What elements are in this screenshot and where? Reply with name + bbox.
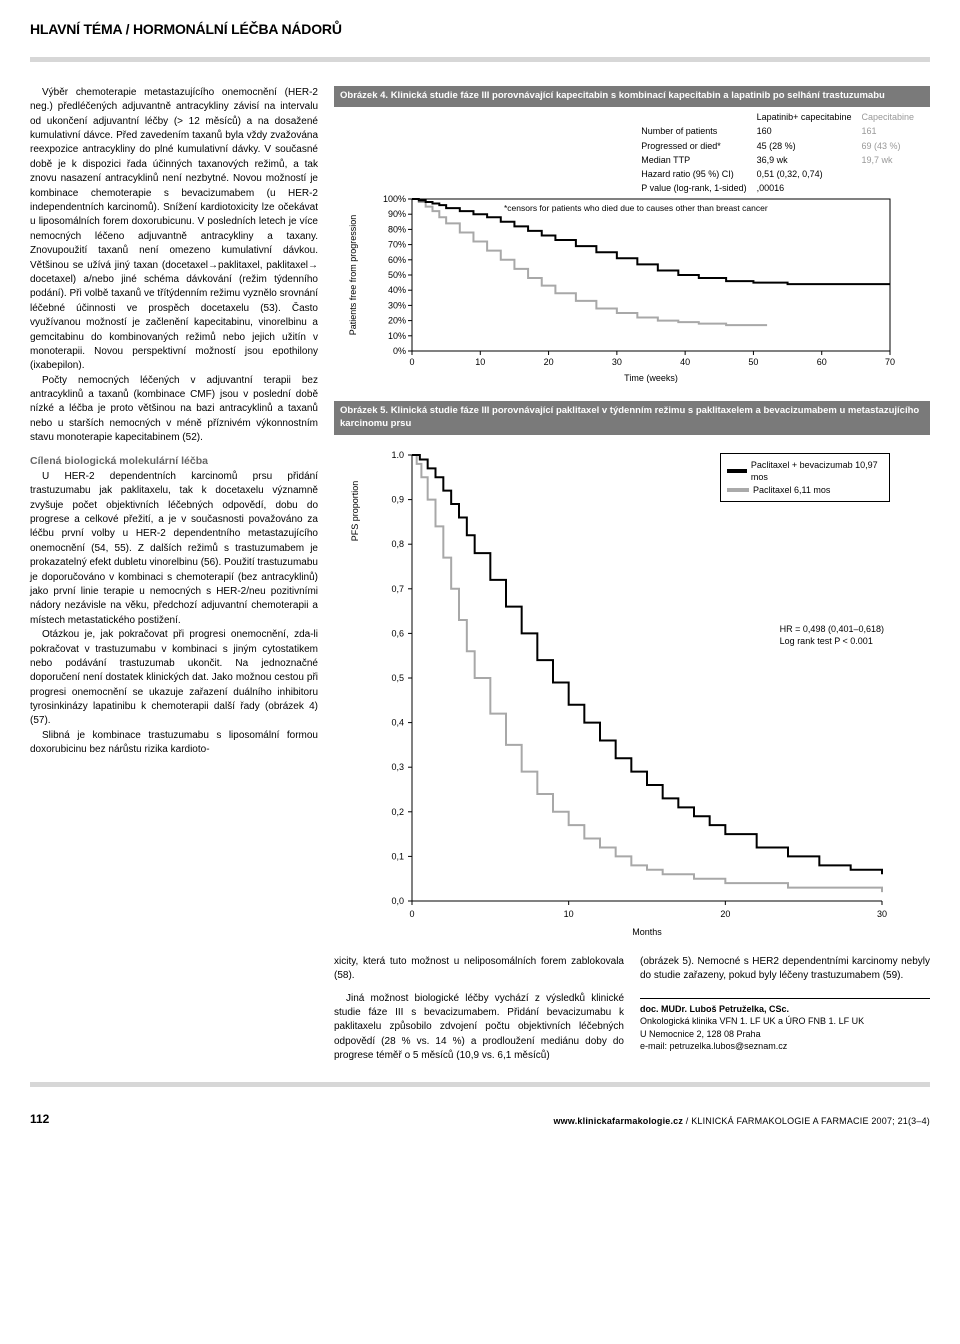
svg-text:60%: 60% <box>388 255 406 265</box>
header-rule <box>30 57 930 62</box>
fig4-col-a-head: Lapatinib+ capecitabine <box>757 111 860 123</box>
fig4-r2-l: Median TTP <box>641 154 754 166</box>
svg-text:Time (weeks): Time (weeks) <box>624 373 678 383</box>
section-title: HLAVNÍ TÉMA / HORMONÁLNÍ LÉČBA NÁDORŮ <box>30 20 930 39</box>
lower-col-1: xicity, která tuto možnost u neliposomál… <box>334 955 624 1064</box>
svg-text:0,4: 0,4 <box>391 718 404 728</box>
legend-label-a: Paclitaxel + bevacizumab 10,97 mos <box>751 459 883 483</box>
para-1: Výběr chemoterapie metastazujícího onemo… <box>30 86 318 374</box>
legend-swatch-b <box>727 488 749 492</box>
lower-p2: (obrázek 5). Nemocné s HER2 dependentním… <box>640 955 930 984</box>
svg-text:50%: 50% <box>388 270 406 280</box>
svg-text:40%: 40% <box>388 285 406 295</box>
section-header: HLAVNÍ TÉMA / HORMONÁLNÍ LÉČBA NÁDORŮ <box>30 20 930 39</box>
lower-p1b: Jiná možnost biologické léčby vychází z … <box>334 992 624 1064</box>
footer-website: www.klinickafarmakologie.cz <box>553 1116 683 1126</box>
figure-4-stats-table: Lapatinib+ capecitabineCapecitabine Numb… <box>639 109 924 196</box>
lower-p1a: xicity, která tuto možnost u neliposomál… <box>334 955 624 984</box>
svg-text:10: 10 <box>475 357 485 367</box>
author-affiliation: Onkologická klinika VFN 1. LF UK a ÚRO F… <box>640 1015 930 1028</box>
svg-text:0%: 0% <box>393 346 406 356</box>
svg-text:0,0: 0,0 <box>391 896 404 906</box>
svg-text:10: 10 <box>564 909 574 919</box>
lower-text-columns: xicity, která tuto možnost u neliposomál… <box>334 955 930 1064</box>
fig4-r2-b: 19,7 wk <box>861 154 922 166</box>
svg-text:0,3: 0,3 <box>391 762 404 772</box>
svg-text:10%: 10% <box>388 331 406 341</box>
svg-text:0,5: 0,5 <box>391 673 404 683</box>
fig4-r1-a: 45 (28 %) <box>757 140 860 152</box>
figure-4: Obrázek 4. Klinická studie fáze III poro… <box>334 86 930 391</box>
figure-5-stats: HR = 0,498 (0,401–0,618) Log rank test P… <box>780 623 884 647</box>
svg-text:80%: 80% <box>388 225 406 235</box>
svg-text:60: 60 <box>817 357 827 367</box>
svg-text:0,8: 0,8 <box>391 539 404 549</box>
svg-text:1.0: 1.0 <box>391 450 404 460</box>
fig4-r4-l: P value (log-rank, 1-sided) <box>641 182 754 194</box>
fig4-r4-a: ,00016 <box>757 182 860 194</box>
svg-text:0,1: 0,1 <box>391 851 404 861</box>
figure-5-legend: Paclitaxel + bevacizumab 10,97 mos Pacli… <box>720 453 890 502</box>
page-number: 112 <box>30 1111 49 1127</box>
author-block: doc. MUDr. Luboš Petruželka, CSc. Onkolo… <box>640 998 930 1053</box>
svg-text:40: 40 <box>680 357 690 367</box>
svg-text:30: 30 <box>612 357 622 367</box>
para-3: U HER-2 dependentních karcinomů prsu při… <box>30 470 318 628</box>
svg-text:0: 0 <box>409 909 414 919</box>
fig5-stats-a: HR = 0,498 (0,401–0,618) <box>780 623 884 635</box>
para-5: Slibná je kombinace trastuzumabu s lipos… <box>30 729 318 758</box>
right-column: Obrázek 4. Klinická studie fáze III poro… <box>334 86 930 1064</box>
left-column: Výběr chemoterapie metastazujícího onemo… <box>30 86 318 1064</box>
svg-text:30%: 30% <box>388 301 406 311</box>
footer-rule <box>30 1082 930 1087</box>
svg-text:100%: 100% <box>383 194 406 204</box>
svg-text:0: 0 <box>409 357 414 367</box>
fig4-r2-a: 36,9 wk <box>757 154 860 166</box>
svg-text:70: 70 <box>885 357 895 367</box>
svg-text:0,7: 0,7 <box>391 584 404 594</box>
fig4-r0-a: 160 <box>757 125 860 137</box>
author-email: e-mail: petruzelka.lubos@seznam.cz <box>640 1040 930 1053</box>
svg-text:70%: 70% <box>388 240 406 250</box>
figure-5: Obrázek 5. Klinická studie fáze III poro… <box>334 401 930 941</box>
svg-text:90%: 90% <box>388 209 406 219</box>
fig4-r3-a: 0,51 (0,32, 0,74) <box>757 168 860 180</box>
author-address: U Nemocnice 2, 128 08 Praha <box>640 1028 930 1041</box>
legend-label-b: Paclitaxel 6,11 mos <box>753 484 830 496</box>
footer-journal: / KLINICKÁ FARMAKOLOGIE A FARMACIE 2007;… <box>686 1116 930 1126</box>
lower-col-2: (obrázek 5). Nemocné s HER2 dependentním… <box>640 955 930 1064</box>
svg-text:50: 50 <box>748 357 758 367</box>
page-footer: 112 www.klinickafarmakologie.cz / KLINIC… <box>30 1111 930 1127</box>
author-name: doc. MUDr. Luboš Petruželka, CSc. <box>640 1003 930 1016</box>
fig5-stats-b: Log rank test P < 0.001 <box>780 635 884 647</box>
figure-5-title: Obrázek 5. Klinická studie fáze III poro… <box>334 401 930 435</box>
footer-source: www.klinickafarmakologie.cz / KLINICKÁ F… <box>553 1115 930 1127</box>
svg-text:20: 20 <box>720 909 730 919</box>
svg-text:PFS proportion: PFS proportion <box>350 481 360 542</box>
svg-text:0,6: 0,6 <box>391 628 404 638</box>
figure-4-plot-area: Lapatinib+ capecitabineCapecitabine Numb… <box>334 107 930 391</box>
fig4-r3-l: Hazard ratio (95 %) CI) <box>641 168 754 180</box>
figure-5-svg: 1.0 0,9 0,8 0,7 0,6 0,5 0,4 0,3 0,2 0,1 0,0 0 10 20 30… <box>340 441 900 941</box>
figure-4-title: Obrázek 4. Klinická studie fáze III poro… <box>334 86 930 107</box>
svg-text:20: 20 <box>544 357 554 367</box>
para-2: Počty nemocných léčených v adjuvantní te… <box>30 374 318 446</box>
fig4-r0-l: Number of patients <box>641 125 754 137</box>
fig4-r1-b: 69 (43 %) <box>861 140 922 152</box>
subsection-heading: Cílená biologická molekulární léčba <box>30 454 318 468</box>
fig4-r0-b: 161 <box>861 125 922 137</box>
legend-swatch-a <box>727 469 747 473</box>
figure-4-censor-note: *censors for patients who died due to ca… <box>504 203 768 214</box>
para-4: Otázkou je, jak pokračovat při progresi … <box>30 628 318 729</box>
svg-text:Months: Months <box>632 927 662 937</box>
svg-text:0,9: 0,9 <box>391 495 404 505</box>
svg-text:30: 30 <box>877 909 887 919</box>
fig4-col-b-head: Capecitabine <box>861 111 922 123</box>
fig4-r1-l: Progressed or died* <box>641 140 754 152</box>
svg-text:20%: 20% <box>388 316 406 326</box>
svg-text:0,2: 0,2 <box>391 807 404 817</box>
svg-text:Patients free from progression: Patients free from progression <box>348 215 358 336</box>
figure-5-plot-area: Paclitaxel + bevacizumab 10,97 mos Pacli… <box>334 435 930 941</box>
